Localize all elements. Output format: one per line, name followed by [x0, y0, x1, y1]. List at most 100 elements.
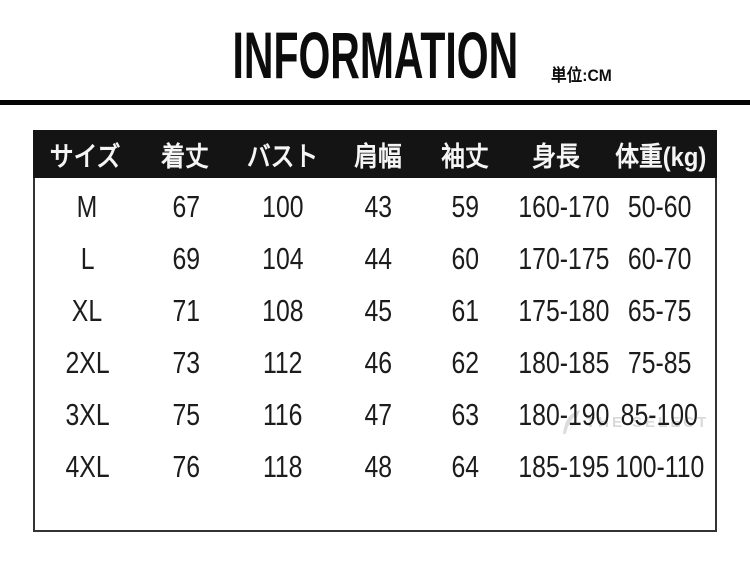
header-cell-text: サイズ — [50, 141, 121, 172]
information-title: INFORMATION — [232, 18, 518, 92]
title-area: INFORMATION — [0, 18, 750, 94]
table-cell: 59 — [423, 189, 508, 225]
table-row: L 69 104 44 60 170-175 60-70 — [35, 233, 715, 285]
table-row: XL 71 108 45 61 175-180 65-75 — [35, 285, 715, 337]
header-cell-text: 袖丈 — [441, 141, 490, 172]
table-cell-text: 3XL — [65, 397, 110, 432]
table-cell-text: 44 — [364, 241, 392, 276]
table-cell: 63 — [423, 397, 508, 433]
table-cell-text: 50-60 — [627, 189, 692, 224]
table-cell-text: 76 — [172, 449, 200, 484]
table-cell: 100 — [233, 189, 333, 225]
unit-label: 単位:CM — [551, 66, 612, 85]
table-cell: 4XL — [35, 449, 139, 485]
table-cell: 48 — [333, 449, 422, 485]
table-cell: 116 — [233, 397, 333, 433]
header-cell-text: 身長 — [532, 141, 581, 172]
table-row: 4XL 76 118 48 64 185-195 100-110 — [35, 441, 715, 493]
table-cell: 44 — [333, 241, 422, 277]
table-row: 3XL 75 116 47 63 180-190 85-100 — [35, 389, 715, 441]
table-cell-text: 60 — [451, 241, 479, 276]
table-cell-text: 85-100 — [620, 397, 698, 432]
table-cell-text: 46 — [364, 345, 392, 380]
table-header-row: サイズ 着丈 バスト 肩幅 袖丈 身長 体重(kg) — [33, 130, 717, 178]
table-cell: 43 — [333, 189, 422, 225]
table-cell: 60 — [423, 241, 508, 277]
table-cell: 75 — [139, 397, 232, 433]
table-cell: 75-85 — [604, 345, 715, 381]
table-cell-text: 67 — [172, 189, 200, 224]
header-cell: 袖丈 — [423, 135, 508, 174]
table-cell: 64 — [423, 449, 508, 485]
table-cell: 69 — [139, 241, 232, 277]
table-cell-text: 48 — [364, 449, 392, 484]
table-cell: 104 — [233, 241, 333, 277]
table-cell: L — [35, 241, 139, 277]
table-cell-text: 43 — [364, 189, 392, 224]
table-cell: 175-180 — [507, 293, 610, 329]
header-cell: サイズ — [33, 135, 138, 174]
header-cell-text: 着丈 — [161, 141, 209, 172]
table-cell: 61 — [423, 293, 508, 329]
table-cell: 67 — [139, 189, 232, 225]
table-cell-text: 118 — [263, 449, 303, 484]
table-cell-text: 75-85 — [627, 345, 692, 380]
table-cell-text: 63 — [451, 397, 479, 432]
table-cell: 50-60 — [604, 189, 715, 225]
table-cell-text: 69 — [172, 241, 200, 276]
table-cell-text: 71 — [172, 293, 200, 328]
table-cell-text: 4XL — [65, 449, 110, 484]
table-cell: 65-75 — [604, 293, 715, 329]
table-cell: 3XL — [35, 397, 139, 433]
table-cell: 46 — [333, 345, 422, 381]
divider-rule — [0, 100, 750, 105]
table-cell: 100-110 — [604, 449, 715, 485]
table-cell: 160-170 — [507, 189, 610, 225]
table-cell-text: 104 — [262, 241, 304, 276]
header-cell: 体重(kg) — [605, 135, 717, 174]
table-cell: 185-195 — [507, 449, 610, 485]
table-cell-text: 112 — [263, 345, 303, 380]
table-cell-text: L — [80, 241, 95, 276]
table-cell: 60-70 — [604, 241, 715, 277]
table-cell: 180-190 — [507, 397, 610, 433]
table-cell-text: 2XL — [65, 345, 110, 380]
table-cell-text: 185-195 — [518, 449, 610, 484]
table-cell: 108 — [233, 293, 333, 329]
table-cell-text: 160-170 — [518, 189, 610, 224]
table-cell: 2XL — [35, 345, 139, 381]
header-cell-text: バスト — [246, 141, 319, 172]
table-cell: 62 — [423, 345, 508, 381]
table-cell-text: 60-70 — [627, 241, 692, 276]
table-cell-text: 75 — [172, 397, 200, 432]
table-cell: 170-175 — [507, 241, 610, 277]
table-cell: 112 — [233, 345, 333, 381]
table-cell: 71 — [139, 293, 232, 329]
table-cell-text: XL — [72, 293, 103, 328]
table-row: M 67 100 43 59 160-170 50-60 — [35, 181, 715, 233]
header-cell-text: 体重(kg) — [615, 141, 707, 172]
table-cell: XL — [35, 293, 139, 329]
header-cell: 着丈 — [138, 135, 232, 174]
table-cell-text: 62 — [451, 345, 479, 380]
table-cell: M — [35, 189, 139, 225]
header-cell: 身長 — [508, 135, 605, 174]
table-cell: 47 — [333, 397, 422, 433]
header-cell: バスト — [232, 135, 333, 174]
table-cell-text: 45 — [364, 293, 392, 328]
table-body: THE SELECT M 67 100 43 59 160-170 50-60 L 69 104 4… — [33, 178, 717, 532]
table-cell-text: 180-185 — [518, 345, 610, 380]
table-cell-text: 175-180 — [518, 293, 610, 328]
table-cell-text: 180-190 — [518, 397, 610, 432]
header-cell: 肩幅 — [333, 135, 423, 174]
table-cell-text: 108 — [262, 293, 304, 328]
table-cell: 73 — [139, 345, 232, 381]
table-cell-text: 61 — [451, 293, 479, 328]
table-cell-text: 59 — [451, 189, 479, 224]
size-table: サイズ 着丈 バスト 肩幅 袖丈 身長 体重(kg) THE SELECT M 67 100 43… — [33, 130, 717, 532]
table-cell-text: 100 — [262, 189, 304, 224]
table-cell-text: 47 — [364, 397, 392, 432]
table-cell-text: 64 — [451, 449, 479, 484]
table-cell-text: 65-75 — [627, 293, 692, 328]
table-cell-text: 73 — [172, 345, 200, 380]
